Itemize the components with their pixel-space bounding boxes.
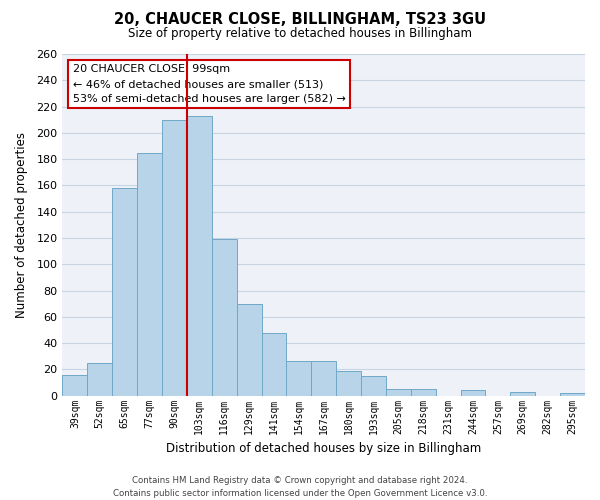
Bar: [162, 120, 187, 396]
Text: Contains HM Land Registry data © Crown copyright and database right 2024.
Contai: Contains HM Land Registry data © Crown c…: [113, 476, 487, 498]
Bar: [560, 393, 585, 396]
Bar: [286, 362, 311, 396]
Text: 20 CHAUCER CLOSE: 99sqm
← 46% of detached houses are smaller (513)
53% of semi-d: 20 CHAUCER CLOSE: 99sqm ← 46% of detache…: [73, 64, 346, 104]
Bar: [311, 362, 336, 396]
Bar: [411, 389, 436, 396]
Bar: [88, 363, 112, 396]
Bar: [361, 376, 386, 396]
Bar: [336, 370, 361, 396]
Bar: [62, 374, 88, 396]
Y-axis label: Number of detached properties: Number of detached properties: [15, 132, 28, 318]
Bar: [212, 240, 236, 396]
Bar: [386, 389, 411, 396]
Bar: [262, 332, 286, 396]
Text: Size of property relative to detached houses in Billingham: Size of property relative to detached ho…: [128, 28, 472, 40]
Bar: [461, 390, 485, 396]
Text: 20, CHAUCER CLOSE, BILLINGHAM, TS23 3GU: 20, CHAUCER CLOSE, BILLINGHAM, TS23 3GU: [114, 12, 486, 28]
X-axis label: Distribution of detached houses by size in Billingham: Distribution of detached houses by size …: [166, 442, 481, 455]
Bar: [236, 304, 262, 396]
Bar: [511, 392, 535, 396]
Bar: [137, 152, 162, 396]
Bar: [112, 188, 137, 396]
Bar: [187, 116, 212, 396]
